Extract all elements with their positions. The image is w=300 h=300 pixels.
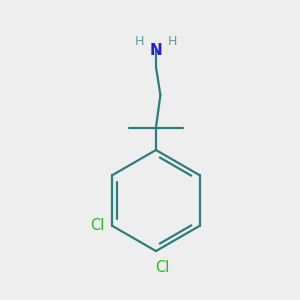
Text: Cl: Cl: [155, 260, 169, 275]
Text: H: H: [168, 35, 177, 48]
Text: N: N: [150, 43, 162, 58]
Text: H: H: [135, 35, 144, 48]
Text: Cl: Cl: [90, 218, 104, 233]
